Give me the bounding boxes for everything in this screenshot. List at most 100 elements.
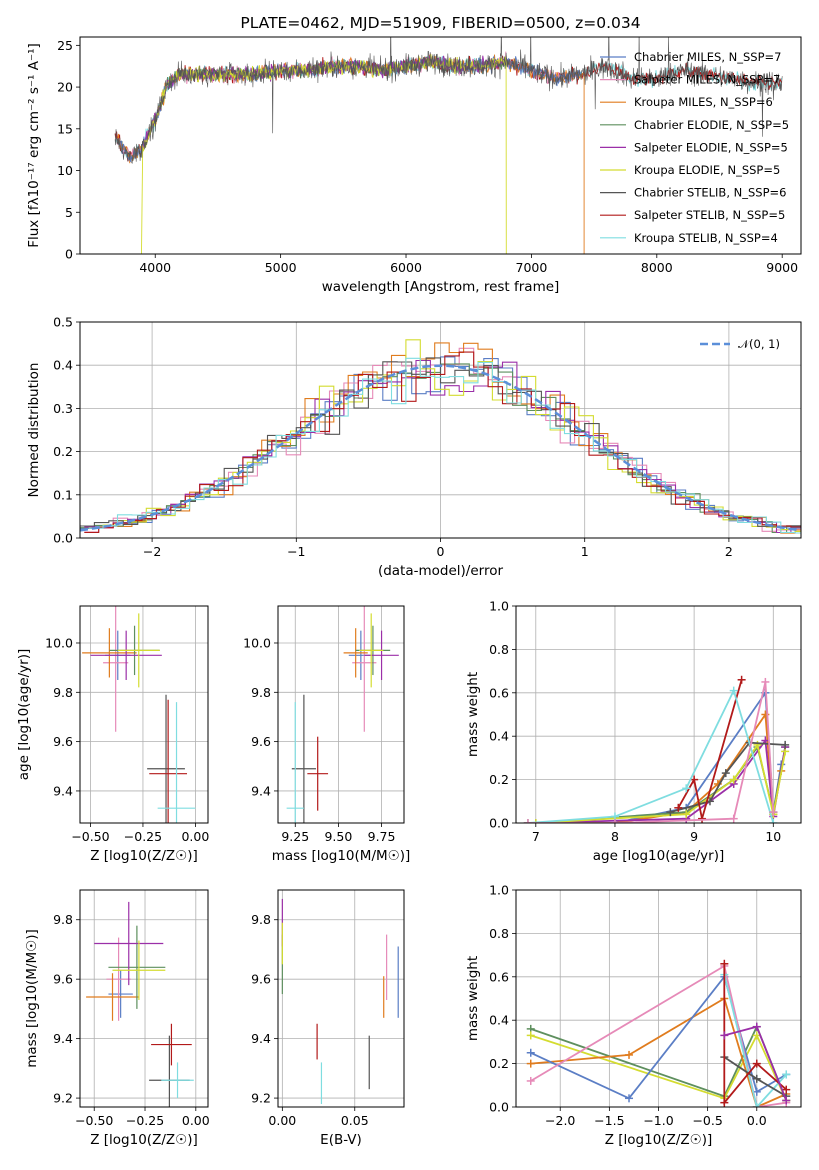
axes-frame — [277, 889, 405, 1108]
y-tick-label: 0.8 — [489, 926, 509, 941]
y-tick-label: 0 — [65, 247, 73, 262]
y-tick-label: 9.8 — [251, 685, 271, 700]
x-tick-label: 0.00 — [181, 829, 209, 844]
y-tick-label: 10 — [57, 163, 73, 178]
y-axis-label: Flux [fλ10⁻¹⁷ erg cm⁻² s⁻¹ A⁻¹] — [26, 43, 42, 248]
legend-label: Salpeter ELODIE, N_SSP=5 — [634, 140, 788, 154]
y-tick-label: 0.5 — [53, 315, 73, 330]
x-tick-label: 9000 — [766, 260, 798, 275]
x-axis-label: wavelength [Angstrom, rest frame] — [322, 279, 560, 295]
histogram-step — [88, 339, 801, 532]
x-tick-label: −1 — [287, 544, 305, 559]
x-tick-label: 5000 — [265, 260, 297, 275]
y-tick-label: 0.4 — [53, 358, 73, 373]
x-axis-label: Z [log10(Z/Z☉)] — [605, 1132, 713, 1148]
axes-frame — [79, 605, 209, 824]
weight-series — [530, 964, 787, 1107]
weight-series — [530, 1033, 788, 1101]
y-tick-label: 9.6 — [53, 734, 73, 749]
y-tick-label: 9.4 — [53, 783, 73, 798]
panel-3: −0.50 −0.25 0.00 9.4 9.6 9.8 10.0 Z [log10(Z/Z☉… — [16, 605, 209, 864]
y-tick-label: 1.0 — [489, 883, 509, 898]
x-axis-label: Z [log10(Z/Z☉)] — [90, 848, 198, 864]
weight-series — [723, 974, 787, 1107]
x-tick-label: 1 — [581, 544, 589, 559]
y-tick-label: 20 — [57, 80, 73, 95]
x-tick-label: −0.25 — [124, 829, 162, 844]
x-tick-label: −0.5 — [692, 1113, 722, 1128]
plot-area — [281, 898, 399, 1105]
weight-series — [527, 711, 783, 823]
plot-area — [523, 675, 790, 823]
y-tick-label: 10.0 — [243, 635, 271, 650]
x-tick-label: 7000 — [516, 260, 548, 275]
x-tick-label: −2.0 — [545, 1113, 575, 1128]
x-tick-label: 0 — [437, 544, 445, 559]
x-tick-label: −1.5 — [594, 1113, 624, 1128]
x-tick-label: 2 — [725, 544, 733, 559]
y-tick-label: 9.8 — [251, 912, 271, 927]
y-axis-label: mass weight — [465, 956, 481, 1041]
weight-series — [677, 679, 743, 819]
x-tick-label: 9.25 — [281, 829, 309, 844]
y-tick-label: 0.6 — [489, 685, 509, 700]
legend-label: Kroupa MILES, N_SSP=6 — [634, 95, 773, 109]
y-tick-label: 0.2 — [489, 772, 509, 787]
x-tick-label: 0.00 — [268, 1113, 296, 1128]
y-tick-label: 0.2 — [53, 444, 73, 459]
weight-series — [535, 742, 787, 823]
x-tick-label: −0.25 — [126, 1113, 164, 1128]
chart-title: PLATE=0462, MJD=51909, FIBERID=0500, z=0… — [240, 14, 640, 32]
weight-series — [535, 738, 787, 823]
y-tick-label: 0.3 — [53, 401, 73, 416]
y-tick-label: 9.8 — [53, 912, 73, 927]
x-axis-label: mass [log10(M/M☉)] — [272, 848, 411, 864]
y-tick-label: 0.0 — [53, 531, 73, 546]
histogram-step — [84, 359, 801, 534]
x-axis-label: (data-model)/error — [378, 563, 504, 579]
histogram-step — [84, 347, 801, 533]
x-tick-label: 6000 — [390, 260, 422, 275]
y-tick-label: 9.6 — [251, 972, 271, 987]
panel-8: −2.0 −1.5 −1.0 −0.5 0.0 0.0 0.2 0.4 0.6 0.8 1.0 Z [… — [465, 883, 802, 1148]
x-axis-label: Z [log10(Z/Z☉)] — [90, 1132, 198, 1148]
axes-frame — [515, 605, 802, 824]
weight-series — [527, 690, 783, 823]
panel-5: 7 8 9 10 0.0 0.2 0.4 0.6 0.8 1.0 age [log10(age/yr… — [465, 599, 802, 864]
panel-4: 9.25 9.50 9.75 9.4 9.6 9.8 10.0 mass [log10(M/M… — [243, 605, 411, 864]
y-tick-label: 9.4 — [251, 783, 271, 798]
x-tick-label: −0.50 — [71, 829, 109, 844]
plot-area — [286, 606, 399, 823]
axes-frame — [277, 605, 405, 824]
x-tick-label: 7 — [532, 829, 540, 844]
panel-2: 𝒩(0, 1) −2 −1 0 1 2 0.0 0.1 0.2 0.3 0.4 0.5 (data-mo… — [26, 315, 802, 579]
legend-label: Chabrier ELODIE, N_SSP=5 — [634, 118, 789, 132]
panel-6: −0.50 −0.25 0.00 9.2 9.4 9.6 9.8 Z [log10(Z/Z☉)… — [24, 889, 210, 1148]
plot-area — [82, 606, 196, 823]
plot-area — [114, 37, 783, 254]
x-tick-label: −2 — [143, 544, 161, 559]
x-tick-label: 9 — [690, 829, 698, 844]
x-tick-label: −0.50 — [75, 1113, 113, 1128]
y-tick-label: 0.0 — [489, 816, 509, 831]
x-axis-label: E(B-V) — [320, 1132, 362, 1148]
y-tick-label: 0.6 — [489, 969, 509, 984]
y-axis-label: mass [log10(M/M☉)] — [24, 929, 40, 1068]
legend-label: Kroupa STELIB, N_SSP=4 — [634, 231, 778, 245]
spectrum-series — [141, 54, 507, 254]
spectrum-series — [117, 54, 585, 254]
y-tick-label: 0.2 — [489, 1056, 509, 1071]
normal-curve — [80, 364, 801, 532]
y-tick-label: 0.1 — [53, 487, 73, 502]
histogram-step — [84, 351, 801, 533]
legend-label: Salpeter STELIB, N_SSP=5 — [634, 208, 785, 222]
axes-frame — [79, 36, 802, 255]
y-tick-label: 9.2 — [53, 1091, 73, 1106]
x-tick-label: −1.0 — [643, 1113, 673, 1128]
legend-label: Chabrier MILES, N_SSP=7 — [634, 50, 781, 64]
x-tick-label: 9.50 — [324, 829, 352, 844]
y-tick-label: 1.0 — [489, 599, 509, 614]
x-tick-label: 9.75 — [368, 829, 396, 844]
y-tick-label: 9.4 — [53, 1031, 73, 1046]
